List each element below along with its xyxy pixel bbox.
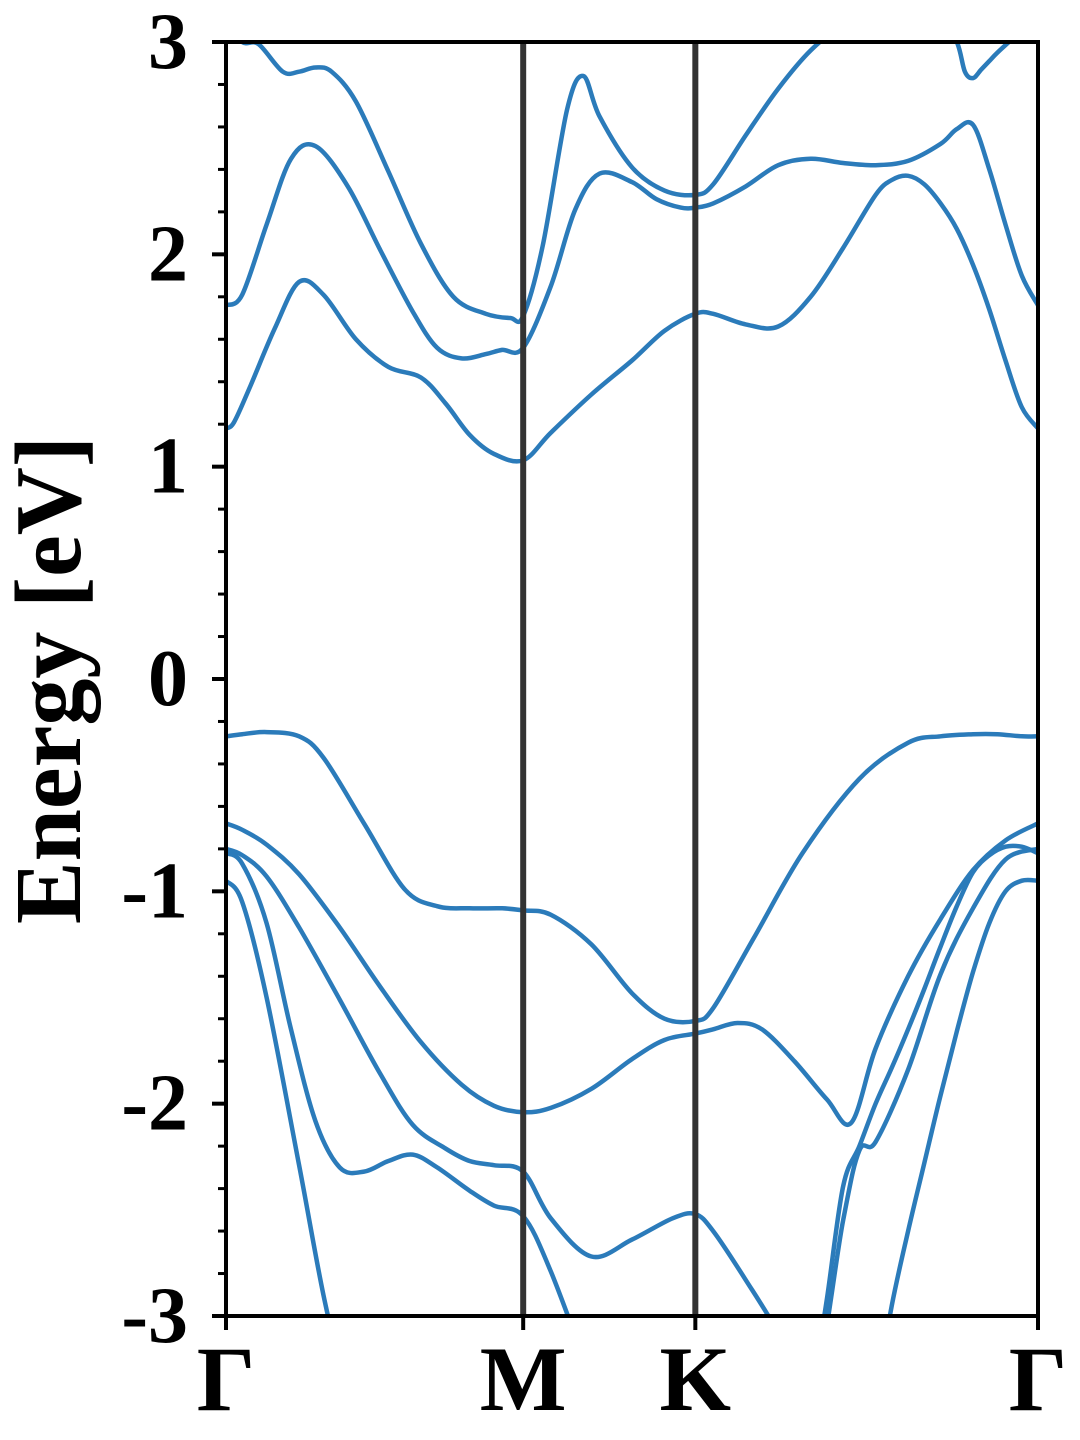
y-tick-label: -1 xyxy=(121,847,188,935)
band-line-4 xyxy=(226,850,571,1316)
x-tick-label: Γ xyxy=(1009,1328,1068,1430)
x-tick-label: K xyxy=(660,1328,732,1430)
y-tick-label: 2 xyxy=(148,210,188,298)
y-tick-label: 1 xyxy=(148,423,188,511)
band-line-1 xyxy=(226,729,1038,1025)
band-line-10 xyxy=(238,42,824,325)
plot-frame xyxy=(224,40,1040,1318)
band-lines xyxy=(226,42,1038,1316)
band-line-7 xyxy=(887,877,1038,1316)
band-line-6 xyxy=(822,843,1038,1316)
band-line-5 xyxy=(226,878,331,1316)
band-line-8 xyxy=(226,173,1038,464)
y-tick-label: -3 xyxy=(121,1272,188,1360)
high-symmetry-dividers xyxy=(520,42,699,1316)
band-line-9 xyxy=(226,119,1038,361)
band-line-11 xyxy=(954,42,1013,81)
band-line-2 xyxy=(226,821,1038,1127)
y-tick-label: -2 xyxy=(121,1060,188,1148)
y-tick-label: 0 xyxy=(148,635,188,723)
x-tick-label: M xyxy=(480,1328,567,1430)
y-axis-label: Energy [eV] xyxy=(0,436,101,924)
y-tick-label: 3 xyxy=(148,0,188,86)
y-axis-ticks: 3 2 1 0 -1 -2 -3 xyxy=(121,0,226,1360)
x-tick-label: Γ xyxy=(197,1328,256,1430)
band-line-3 xyxy=(226,846,1038,1316)
